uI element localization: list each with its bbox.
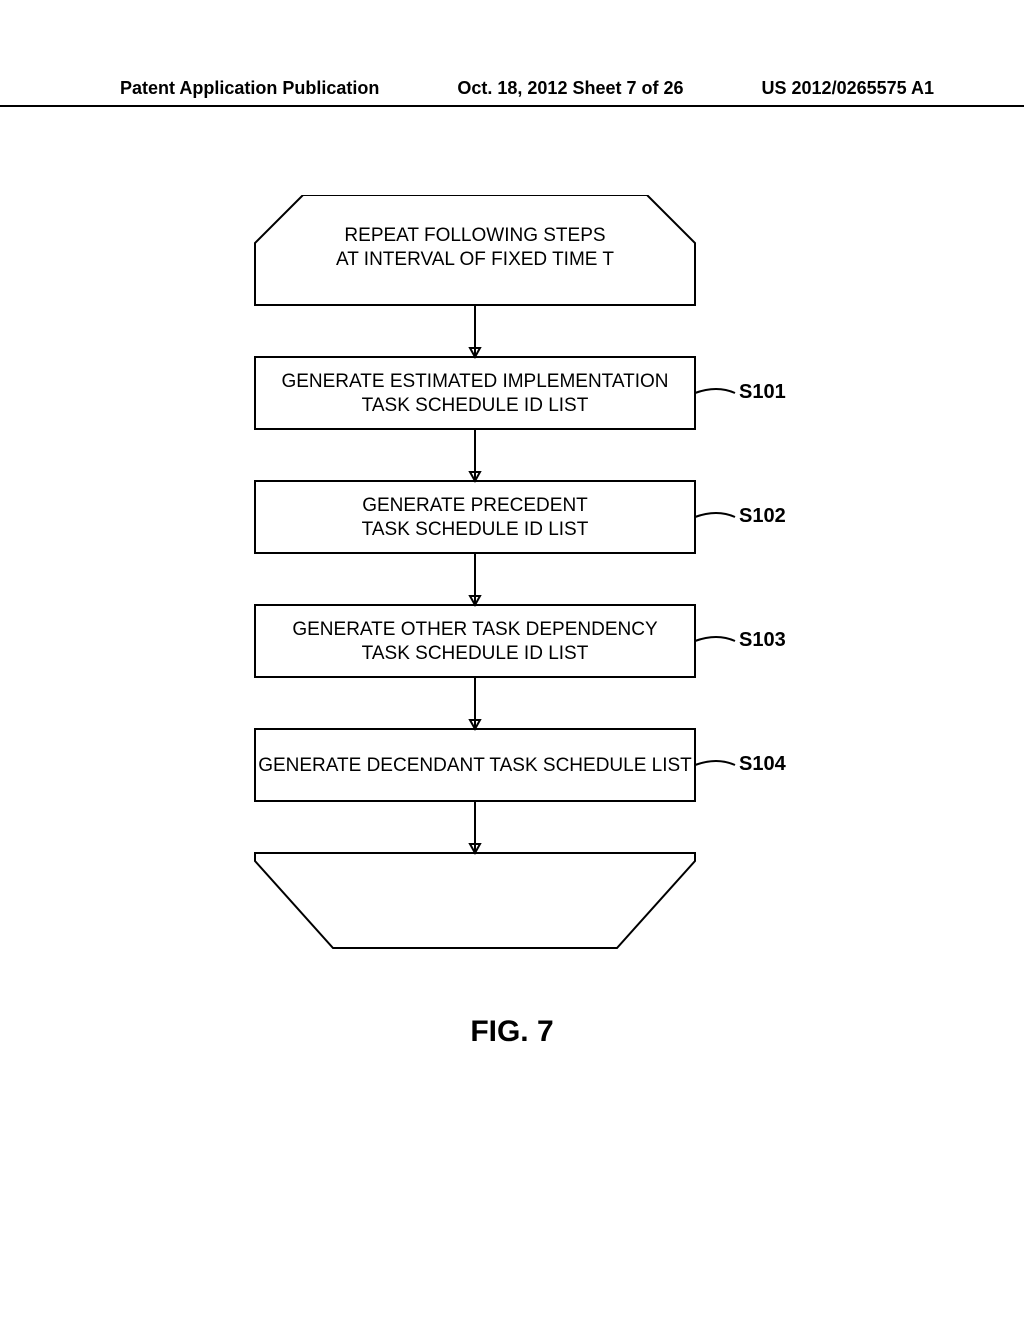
svg-text:REPEAT FOLLOWING STEPS: REPEAT FOLLOWING STEPS	[344, 225, 605, 246]
step-label: S104	[739, 753, 786, 776]
svg-text:TASK SCHEDULE ID LIST: TASK SCHEDULE ID LIST	[362, 643, 589, 664]
page: Patent Application Publication Oct. 18, …	[0, 0, 1024, 1320]
page-header: Patent Application Publication Oct. 18, …	[0, 78, 1024, 107]
figure-caption: FIG. 7	[0, 1015, 1024, 1049]
svg-text:GENERATE OTHER TASK DEPENDENCY: GENERATE OTHER TASK DEPENDENCY	[292, 619, 658, 640]
svg-text:GENERATE ESTIMATED IMPLEMENTAT: GENERATE ESTIMATED IMPLEMENTATION	[281, 371, 668, 392]
header-right: US 2012/0265575 A1	[762, 78, 934, 99]
flowchart: REPEAT FOLLOWING STEPS AT INTERVAL OF FIX…	[225, 195, 815, 985]
step-label: S101	[739, 381, 786, 404]
svg-text:TASK SCHEDULE ID LIST: TASK SCHEDULE ID LIST	[362, 395, 589, 416]
svg-text:AT INTERVAL OF FIXED TIME T: AT INTERVAL OF FIXED TIME T	[336, 249, 614, 270]
svg-text:TASK SCHEDULE ID LIST: TASK SCHEDULE ID LIST	[362, 519, 589, 540]
step-label: S103	[739, 629, 786, 652]
header-center: Oct. 18, 2012 Sheet 7 of 26	[457, 78, 683, 99]
header-left: Patent Application Publication	[120, 78, 379, 99]
step-label: S102	[739, 505, 786, 528]
flowchart-svg: REPEAT FOLLOWING STEPS AT INTERVAL OF FIX…	[225, 195, 815, 985]
svg-text:GENERATE PRECEDENT: GENERATE PRECEDENT	[362, 495, 588, 516]
svg-text:GENERATE DECENDANT TASK SCHEDU: GENERATE DECENDANT TASK SCHEDULE LIST	[258, 755, 692, 776]
